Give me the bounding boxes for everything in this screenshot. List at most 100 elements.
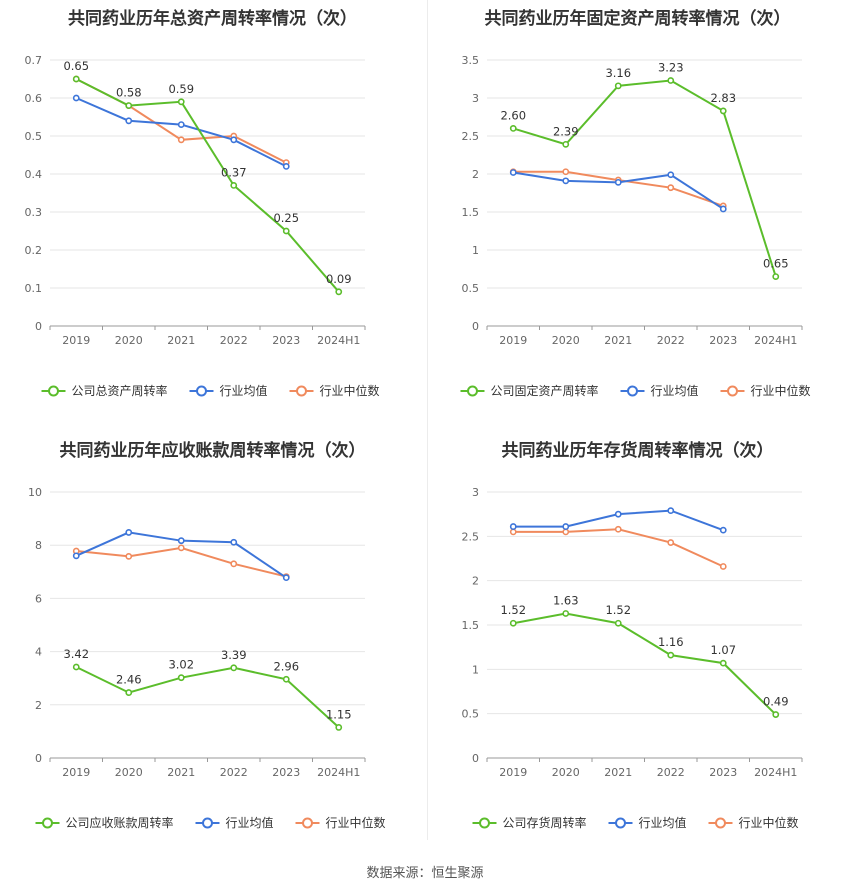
data-point [230, 181, 238, 189]
series-line-1 [75, 97, 287, 168]
data-point [562, 528, 570, 536]
data-point [562, 168, 570, 176]
chart-title: 共同药业历年总资产周转率情况（次） [68, 9, 357, 29]
legend-label: 行业中位数 [320, 383, 380, 398]
y-tick-label: 2 [472, 168, 479, 181]
legend-item-0: 公司固定资产周转率 [460, 383, 599, 398]
y-tick-label: 0.4 [25, 168, 43, 181]
y-tick-label: 2.5 [462, 530, 480, 543]
chart-title: 共同药业历年存货周转率情况（次） [501, 441, 774, 461]
data-label: 0.65 [63, 59, 89, 73]
y-tick-label: 1.5 [462, 619, 480, 632]
x-tick-label: 2024H1 [317, 334, 360, 347]
y-tick-label: 0.5 [462, 708, 480, 721]
legend-item-1: 行业均值 [608, 815, 687, 830]
data-point [230, 560, 238, 568]
series-line-2 [513, 528, 724, 568]
chart-panel-total-asset-turnover: 共同药业历年总资产周转率情况（次） 0 0.1 0.2 0.3 0.4 0.5 0.6 0.7… [0, 0, 425, 420]
y-tick-label: 0 [35, 752, 42, 765]
chart-panel-inventory-turnover: 共同药业历年存货周转率情况（次） 0 0.5 1 1.5 2 2.5 3 2019 2020 20… [425, 430, 850, 850]
data-label: 0.37 [221, 165, 247, 179]
chart-title: 共同药业历年固定资产周转率情况（次） [484, 9, 791, 29]
legend-marker [627, 385, 638, 397]
data-point [667, 539, 675, 546]
x-tick-label: 2019 [62, 334, 90, 347]
data-point [614, 525, 622, 533]
y-tick-label: 2 [472, 575, 479, 588]
y-tick-label: 0 [472, 320, 479, 333]
legend-item-2: 行业中位数 [295, 815, 386, 830]
data-point [72, 663, 80, 671]
legend-label: 公司总资产周转率 [72, 383, 168, 398]
y-tick-label: 1 [472, 244, 479, 257]
data-point [125, 689, 133, 696]
data-label: 1.07 [710, 643, 736, 657]
legend-label: 行业中位数 [326, 815, 386, 830]
legend-label: 行业均值 [226, 815, 274, 830]
data-point [562, 140, 570, 148]
data-label: 2.46 [116, 673, 142, 687]
legend-label: 公司应收账款周转率 [66, 815, 174, 830]
data-point [719, 659, 727, 667]
data-point [177, 136, 185, 144]
data-point [719, 205, 727, 213]
legend-marker [296, 385, 307, 397]
data-label: 3.23 [658, 61, 684, 75]
y-tick-label: 0 [35, 320, 42, 333]
data-point [772, 711, 780, 718]
data-point [667, 651, 675, 659]
data-point [614, 82, 622, 90]
y-tick-label: 3 [472, 92, 479, 105]
data-point [177, 537, 185, 545]
data-point [335, 288, 343, 296]
x-tick-label: 2019 [499, 334, 527, 347]
y-tick-label: 1 [472, 663, 479, 676]
data-label: 3.16 [605, 66, 631, 80]
series-line-0 [75, 666, 340, 729]
data-point [719, 526, 727, 534]
data-label: 2.96 [273, 659, 299, 673]
data-point [562, 610, 570, 617]
data-label: 1.52 [500, 603, 526, 617]
series-line-2 [76, 546, 287, 578]
data-point [614, 178, 622, 186]
legend-item-2: 行业中位数 [708, 815, 799, 830]
legend-item-0: 公司总资产周转率 [41, 383, 168, 398]
x-tick-label: 2023 [709, 766, 737, 779]
legend-marker [48, 385, 59, 397]
data-label: 0.59 [168, 82, 194, 96]
legend-item-1: 行业均值 [195, 815, 274, 830]
x-tick-label: 2022 [220, 766, 248, 779]
legend-label: 公司固定资产周转率 [491, 383, 599, 398]
legend-label: 公司存货周转率 [503, 815, 587, 830]
data-point [562, 177, 570, 185]
data-point [177, 98, 185, 106]
y-tick-label: 3 [472, 486, 479, 499]
data-label: 2.83 [710, 91, 736, 105]
series-line-0 [512, 79, 777, 277]
data-label: 3.39 [221, 648, 247, 662]
x-tick-label: 2020 [115, 334, 143, 347]
data-point [125, 102, 133, 109]
data-point [772, 273, 780, 280]
y-tick-label: 3.5 [462, 54, 480, 67]
x-tick-label: 2023 [709, 334, 737, 347]
data-point [282, 574, 290, 582]
data-point [125, 117, 133, 125]
data-label: 1.63 [553, 593, 579, 607]
legend-item-0: 公司存货周转率 [472, 815, 587, 830]
x-tick-label: 2024H1 [754, 766, 797, 779]
legend-marker [196, 385, 207, 397]
y-tick-label: 2 [35, 699, 42, 712]
chart-svg: 0 2 4 6 8 10 2019 2020 2021 2022 2023 2024H1 3.42 2.4… [28, 486, 386, 830]
data-point [562, 523, 570, 530]
x-tick-label: 2021 [604, 766, 632, 779]
legend-item-2: 行业中位数 [289, 383, 380, 398]
y-tick-label: 4 [35, 646, 42, 659]
chart-svg: 0 0.5 1 1.5 2 2.5 3 3.5 2019 2020 2021 2022 2023 2024… [460, 54, 811, 398]
legend-item-2: 行业中位数 [720, 383, 811, 398]
data-point [335, 724, 343, 731]
y-tick-label: 0.3 [25, 206, 43, 219]
data-label: 0.49 [763, 695, 789, 709]
data-point [282, 227, 290, 235]
